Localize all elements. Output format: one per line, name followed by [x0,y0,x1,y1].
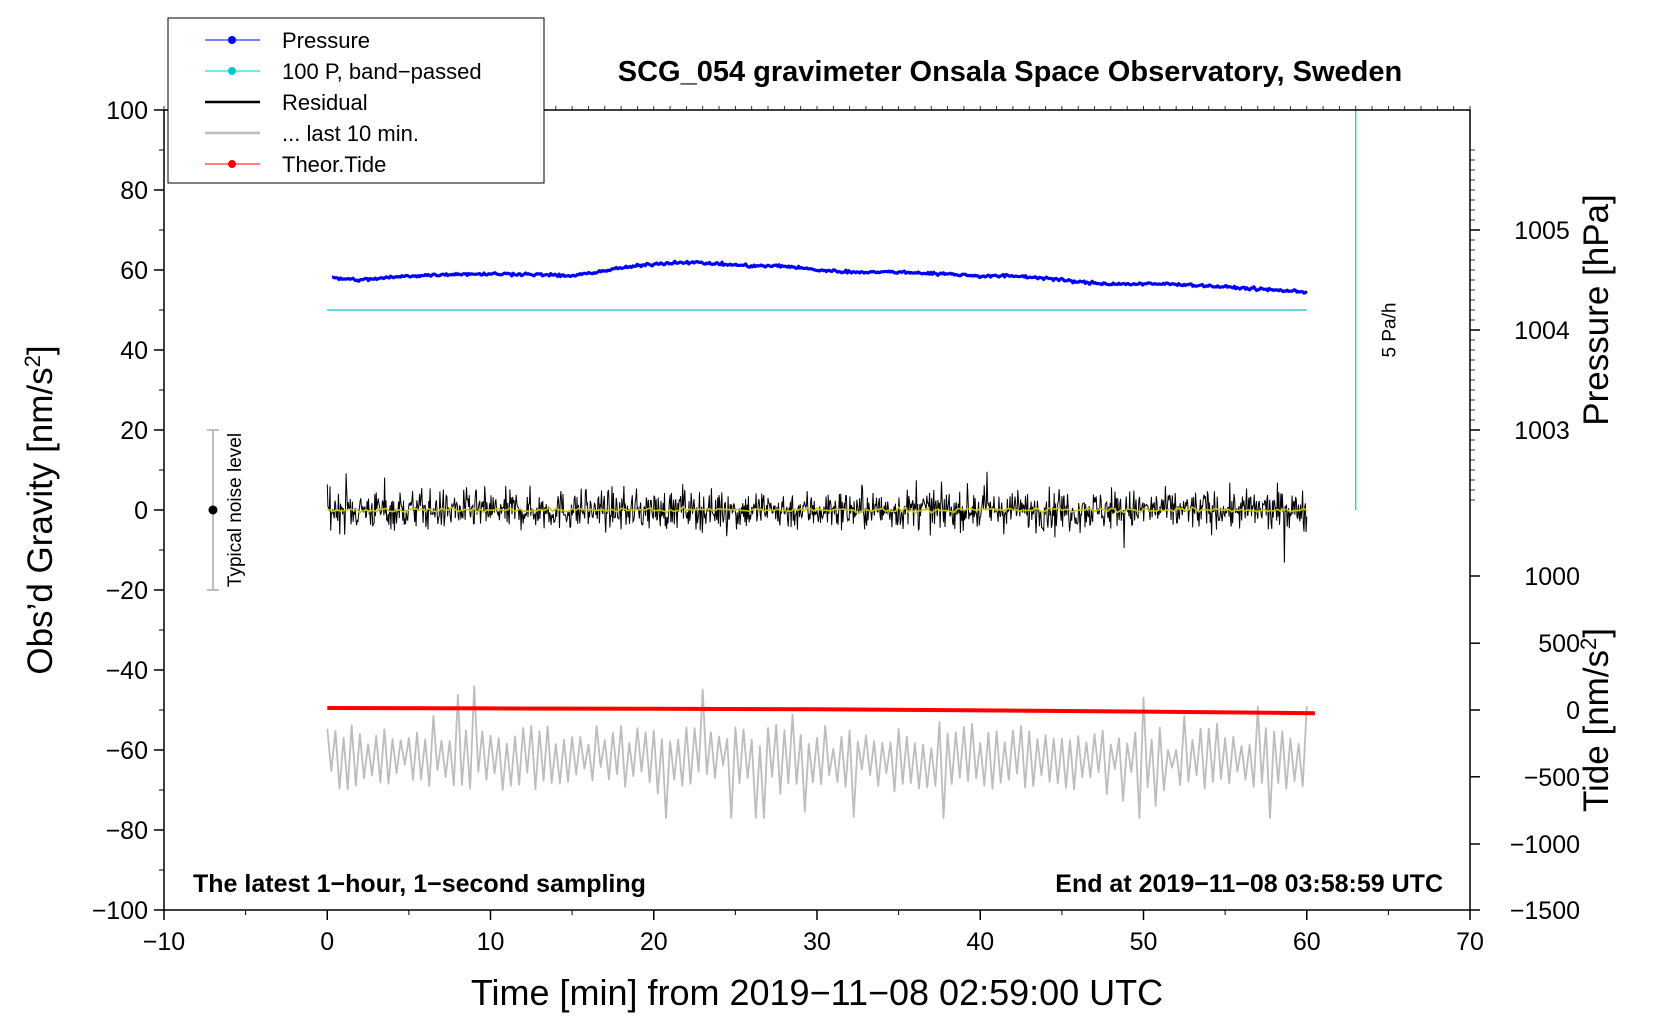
last-10-min-line [326,685,1308,819]
y-tick-label: 20 [120,417,148,445]
pressure-tick-label: 1004 [1514,317,1570,345]
rate-label: 5 Pa/h [1380,303,1401,358]
x-tick-label: 60 [1293,928,1321,956]
residual-line [326,471,1308,563]
y-tick-label: 40 [120,337,148,365]
y-tick-label: −80 [106,817,148,845]
x-tick-label: 40 [966,928,994,956]
plot-frame [163,109,1471,911]
tide-tick-label: −1500 [1510,897,1580,925]
y-tick-label: 80 [120,177,148,205]
tide-tick-label: 1000 [1524,563,1580,591]
tide-axis-label: Tide [nm/s2] [1576,628,1616,812]
x-tick-label: 50 [1130,928,1158,956]
legend-marker [228,67,236,75]
legend-label: ... last 10 min. [282,121,419,146]
y-tick-label: 0 [134,497,148,525]
x-tick-label: 20 [640,928,668,956]
y-tick-label: −100 [92,897,148,925]
x-tick-label: 10 [477,928,505,956]
axes-layer: −10 0 10 20 30 40 50 60 70100806040200−20−40−60−… [92,97,1580,956]
tide-tick-label: −500 [1524,764,1580,792]
pressure-line [331,259,1308,295]
y-tick-label: 100 [106,97,148,125]
legend-label: Theor.Tide [282,152,386,177]
legend-label: Pressure [282,28,370,53]
x-tick-label: 0 [320,928,334,956]
noise-bar-center [208,505,218,515]
legend-marker [228,160,236,168]
pressure-tick-label: 1005 [1514,217,1570,245]
tide-tick-label: 500 [1538,630,1580,658]
tide-tick-label: −1000 [1510,831,1580,859]
series-layer: Typical noise level 5 Pa/h [206,110,1401,819]
legend: Pressure 100 P, band−passed Residual ... la… [167,17,545,184]
tide-tick-label: 0 [1566,697,1580,725]
right-note: End at 2019−11−08 03:58:59 UTC [1055,870,1443,898]
x-tick-label: 30 [803,928,831,956]
left-note: The latest 1−hour, 1−second sampling [193,870,646,898]
noise-label: Typical noise level [225,433,246,587]
y-tick-label: 60 [120,257,148,285]
pressure-axis-label: Pressure [hPa] [1577,194,1616,426]
legend-box [167,17,545,184]
residual-smoothed-line [327,505,1308,515]
chart-title: SCG_054 gravimeter Onsala Space Observat… [618,56,1402,88]
x-tick-label: −10 [143,928,185,956]
y-tick-label: −40 [106,657,148,685]
x-axis-label: Time [min] from 2019−11−08 02:59:00 UTC [471,972,1163,1013]
y-tick-label: −20 [106,577,148,605]
x-tick-label: 70 [1456,928,1484,956]
y-tick-label: −60 [106,737,148,765]
pressure-tick-label: 1003 [1514,417,1570,445]
tide-line [327,706,1315,716]
legend-marker [228,36,236,44]
legend-label: Residual [282,90,368,115]
y-axis-label-left: Obs’d Gravity [nm/s2] [20,345,60,674]
legend-label: 100 P, band−passed [282,59,482,84]
